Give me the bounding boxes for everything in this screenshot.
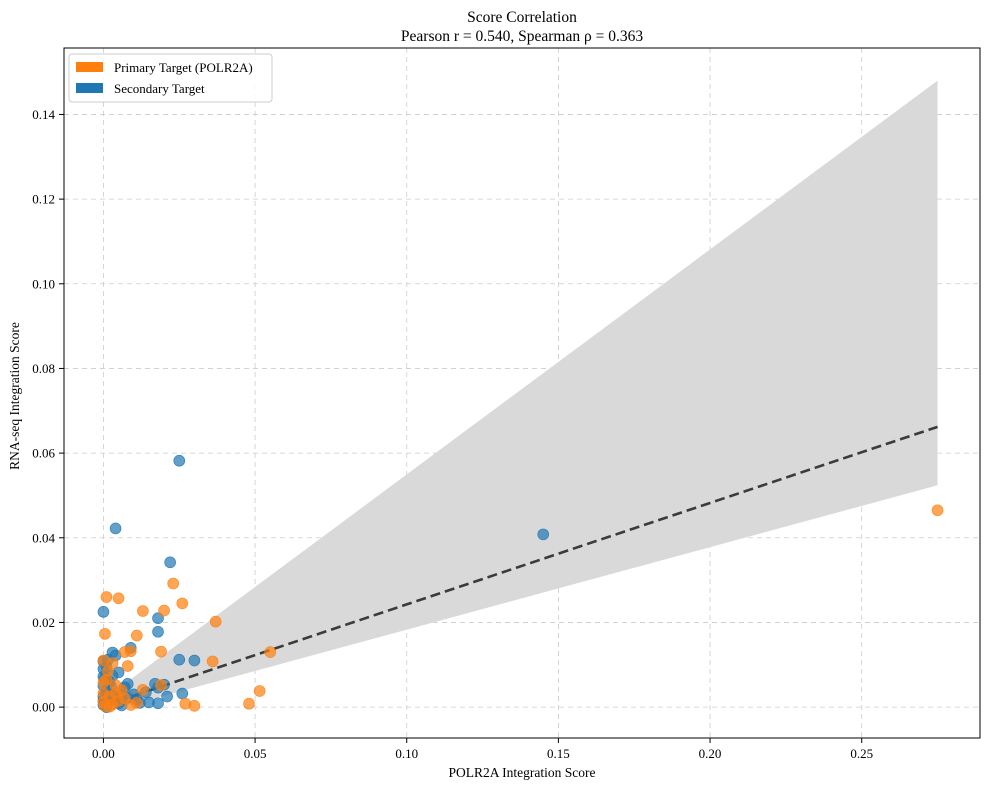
primary-point — [158, 604, 170, 617]
primary-point — [97, 654, 110, 667]
primary-point — [109, 687, 122, 699]
primary-point — [99, 700, 111, 712]
plot-frame — [63, 47, 981, 739]
x-tick-label: 0.25 — [850, 746, 873, 761]
primary-point — [118, 692, 131, 705]
primary-point — [167, 577, 179, 590]
x-tick-label: 0.20 — [699, 746, 722, 761]
chart-title: Score Correlation — [467, 9, 577, 26]
legend-label-primary: Primary Target (POLR2A) — [114, 60, 253, 75]
secondary-point — [176, 687, 189, 700]
primary-point — [102, 665, 114, 677]
legend-box — [68, 53, 273, 103]
legend-swatch-primary — [76, 62, 103, 72]
y-tick-label: 0.10 — [32, 276, 55, 291]
y-axis-label: RNA-seq Integration Score — [7, 322, 22, 470]
legend-swatch-secondary — [76, 83, 103, 93]
primary-point — [130, 697, 143, 709]
y-tick-label: 0.12 — [32, 192, 55, 207]
data-points — [97, 454, 944, 713]
secondary-point — [152, 625, 164, 638]
primary-point — [112, 592, 125, 605]
primary-point — [243, 697, 255, 710]
primary-point — [206, 655, 219, 668]
y-tick-label: 0.14 — [32, 107, 55, 122]
x-tick-label: 0.00 — [92, 746, 115, 761]
primary-point — [137, 605, 149, 617]
secondary-point — [537, 528, 550, 541]
y-tick-label: 0.02 — [32, 615, 55, 630]
primary-point — [130, 629, 143, 642]
primary-point — [121, 660, 134, 672]
primary-point — [155, 645, 167, 658]
x-axis-label: POLR2A Integration Score — [449, 765, 596, 780]
secondary-point — [173, 454, 186, 467]
legend-label-secondary: Secondary Target — [114, 81, 205, 96]
trend-line — [103, 425, 938, 708]
axis-ticks: 0.00 0.05 0.10 0.15 0.20 0.25 0.00 0.02 0.04 0.06… — [32, 107, 873, 761]
primary-point — [176, 597, 189, 610]
primary-point — [137, 683, 149, 696]
trend-line-path — [103, 425, 938, 708]
y-tick-label: 0.06 — [32, 446, 55, 461]
primary-point — [253, 685, 266, 697]
confidence-band-area — [103, 80, 938, 713]
y-tick-label: 0.08 — [32, 361, 55, 376]
primary-point — [97, 676, 110, 689]
primary-point — [118, 646, 131, 658]
primary-point — [209, 615, 222, 628]
secondary-point — [152, 612, 164, 625]
chart-subtitle: Pearson r = 0.540, Spearman ρ = 0.363 — [401, 28, 643, 45]
confidence-band — [103, 80, 938, 713]
x-tick-label: 0.10 — [395, 746, 418, 761]
secondary-point — [161, 690, 173, 703]
secondary-point — [188, 654, 201, 667]
secondary-point — [164, 556, 176, 569]
primary-point — [100, 591, 113, 603]
primary-point — [931, 504, 944, 517]
primary-point — [99, 628, 111, 640]
x-tick-label: 0.05 — [244, 746, 267, 761]
primary-point — [264, 646, 277, 658]
primary-point — [179, 697, 192, 710]
y-tick-label: 0.04 — [32, 530, 55, 545]
y-tick-label: 0.00 — [32, 700, 55, 715]
secondary-point — [173, 653, 186, 666]
secondary-point — [97, 606, 110, 618]
secondary-point — [109, 522, 122, 535]
x-tick-label: 0.15 — [547, 746, 570, 761]
legend: Primary Target (POLR2A) Secondary Target — [68, 53, 273, 103]
primary-point — [155, 679, 167, 691]
